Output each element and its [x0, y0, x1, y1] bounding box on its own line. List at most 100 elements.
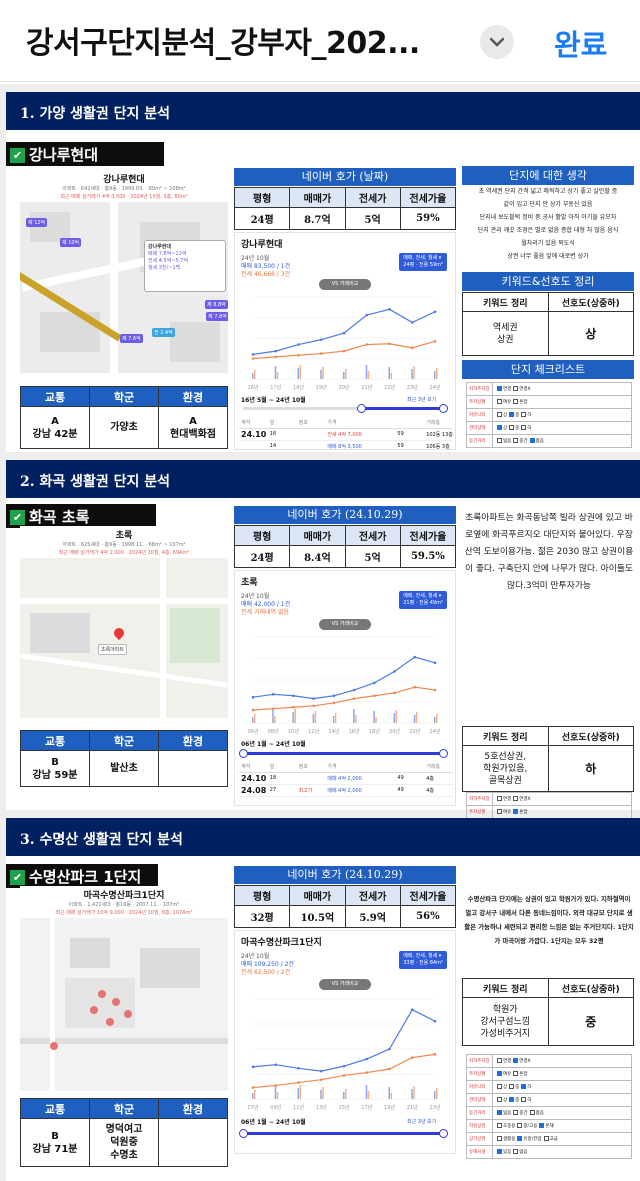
checkbox[interactable] [517, 1123, 523, 1128]
checkbox[interactable] [497, 425, 502, 430]
volume-bar [272, 710, 274, 723]
checkbox[interactable] [497, 1136, 502, 1141]
checkbox[interactable] [513, 796, 519, 801]
popup-line: 강나루현대 [148, 244, 172, 250]
checkbox[interactable] [497, 796, 502, 801]
deal-cell: 18 [267, 772, 297, 785]
compare-button[interactable]: VS 거래비교 [319, 279, 371, 290]
range-slider[interactable] [363, 407, 445, 410]
volume-bar [294, 709, 296, 723]
checkbox[interactable] [497, 1149, 502, 1154]
map-pin-icon[interactable] [111, 625, 127, 641]
volume-bar [254, 714, 256, 723]
checklist-label: 지하주차장 [466, 792, 493, 806]
map-pin-icon[interactable] [50, 1042, 58, 1050]
price-table: 평형 매매가 전세가 전세가율 24평 8.4억 5억 59.5% [233, 525, 457, 568]
x-tick-label: 17년 [270, 384, 281, 391]
deal-cell: 4층 [424, 784, 453, 797]
range-handle-left[interactable] [357, 404, 366, 413]
checkbox[interactable] [509, 425, 515, 430]
title-menu-button[interactable] [480, 25, 514, 59]
map-pin-icon[interactable] [124, 1010, 132, 1018]
map-image[interactable] [20, 918, 228, 1091]
range-handle-right[interactable] [439, 749, 448, 758]
checkbox[interactable] [513, 1110, 519, 1115]
checkbox-label: 연결X [519, 1059, 531, 1064]
price-cell: 8.4억 [289, 545, 346, 568]
map-pin-icon[interactable] [90, 1006, 98, 1014]
compare-button[interactable]: VS 거래비교 [319, 619, 371, 630]
recent-3y-button[interactable]: 최근 3년 보기 [407, 397, 437, 403]
checkbox[interactable] [509, 412, 515, 417]
checkbox[interactable] [513, 1071, 519, 1076]
trade-type-select[interactable]: 매매, 전세, 월세 ▾ 24평 · 전용 59m² [399, 253, 447, 271]
volume-bar [413, 1086, 415, 1099]
checklist-label: 주차상황 [466, 1067, 493, 1081]
compare-button[interactable]: VS 거래비교 [319, 979, 371, 990]
map-price-tag[interactable]: 제 12억 [26, 218, 48, 227]
checkbox[interactable] [543, 1136, 549, 1141]
keyword-table: 키워드 정리 선호도(상중하) 역세권 상권 상 [462, 292, 634, 356]
checkbox[interactable] [539, 1123, 545, 1128]
trade-type-select[interactable]: 매매, 전세, 월세 ▾ 33평 · 전용 84m² [399, 951, 447, 969]
checkbox-label: 하 [527, 426, 532, 431]
range-handle-left[interactable] [239, 749, 248, 758]
checkbox[interactable] [521, 412, 527, 417]
done-button[interactable]: 완료 [554, 28, 608, 62]
checkbox[interactable] [509, 1084, 515, 1089]
checkbox[interactable] [529, 438, 535, 443]
data-point [251, 357, 255, 360]
checkbox[interactable] [517, 1136, 523, 1141]
x-tick-label: 22년 [409, 728, 420, 735]
checkbox[interactable] [497, 1110, 502, 1115]
checkbox[interactable] [497, 412, 502, 417]
checkbox[interactable] [509, 1097, 515, 1102]
range-handle-right[interactable] [439, 1129, 448, 1138]
checkbox[interactable] [513, 1149, 519, 1154]
deal-cell [296, 772, 326, 785]
range-slider[interactable] [243, 1132, 445, 1135]
checkbox[interactable] [513, 809, 519, 814]
checkbox[interactable] [513, 1058, 519, 1063]
deal-cell: 49 [395, 784, 425, 797]
deal-cell: 24.10 [239, 772, 268, 785]
checkbox[interactable] [497, 386, 502, 391]
checkbox[interactable] [513, 438, 519, 443]
trade-type-select[interactable]: 매매, 전세, 월세 ▾ 21평 · 전용 49m² [399, 591, 447, 609]
x-tick-label: 20년 [389, 728, 400, 735]
checkbox[interactable] [497, 1123, 502, 1128]
map-image[interactable]: 초록아파트 [20, 558, 228, 718]
checkmark-icon: ✔ [10, 870, 25, 885]
map-price-tag[interactable]: 제 8.8억 [205, 300, 228, 309]
map-price-tag[interactable]: 전 2.4억 [152, 328, 175, 337]
checkbox[interactable] [513, 386, 519, 391]
document-page: 1. 가양 생활권 단지 분석 ✔ 강나루현대 강나루현대 아파트 · 642세대… [0, 84, 640, 1181]
checkbox[interactable] [529, 1110, 535, 1115]
map-pin-icon[interactable] [106, 1018, 114, 1026]
map-price-tag[interactable]: 제 7.8억 [206, 312, 228, 321]
checkbox[interactable] [521, 1097, 527, 1102]
map-price-tag[interactable]: 제 10억 [60, 238, 82, 247]
price-cell: 5억 [344, 545, 401, 568]
map-pin-icon[interactable] [112, 998, 120, 1006]
deal-table: 계약 일 정보 가격 거래층 24.10 18 매매 4억 2,000 49 4층 24.08 2… [239, 761, 453, 797]
data-point [352, 697, 356, 700]
checkbox[interactable] [497, 809, 502, 814]
checkbox[interactable] [497, 1071, 502, 1076]
map-price-tag[interactable]: 제 7.6억 [120, 334, 143, 343]
checkbox[interactable] [497, 1084, 502, 1089]
map-image[interactable]: 제 12억 제 10억 제 8.8억 제 7.6억 제 7.8억 전 2.4억 … [20, 202, 228, 373]
recent-3y-button[interactable]: 최근 3년 보기 [407, 1119, 437, 1125]
checkbox[interactable] [497, 399, 502, 404]
checkbox[interactable] [513, 399, 519, 404]
range-handle-left[interactable] [239, 1129, 248, 1138]
map-pin-icon[interactable] [98, 990, 106, 998]
checkbox[interactable] [497, 1097, 502, 1102]
range-handle-right[interactable] [439, 404, 448, 413]
checkbox[interactable] [497, 438, 502, 443]
checkbox[interactable] [497, 1058, 502, 1063]
range-slider[interactable] [243, 752, 445, 755]
checkbox[interactable] [521, 425, 527, 430]
checkbox[interactable] [521, 1084, 527, 1089]
